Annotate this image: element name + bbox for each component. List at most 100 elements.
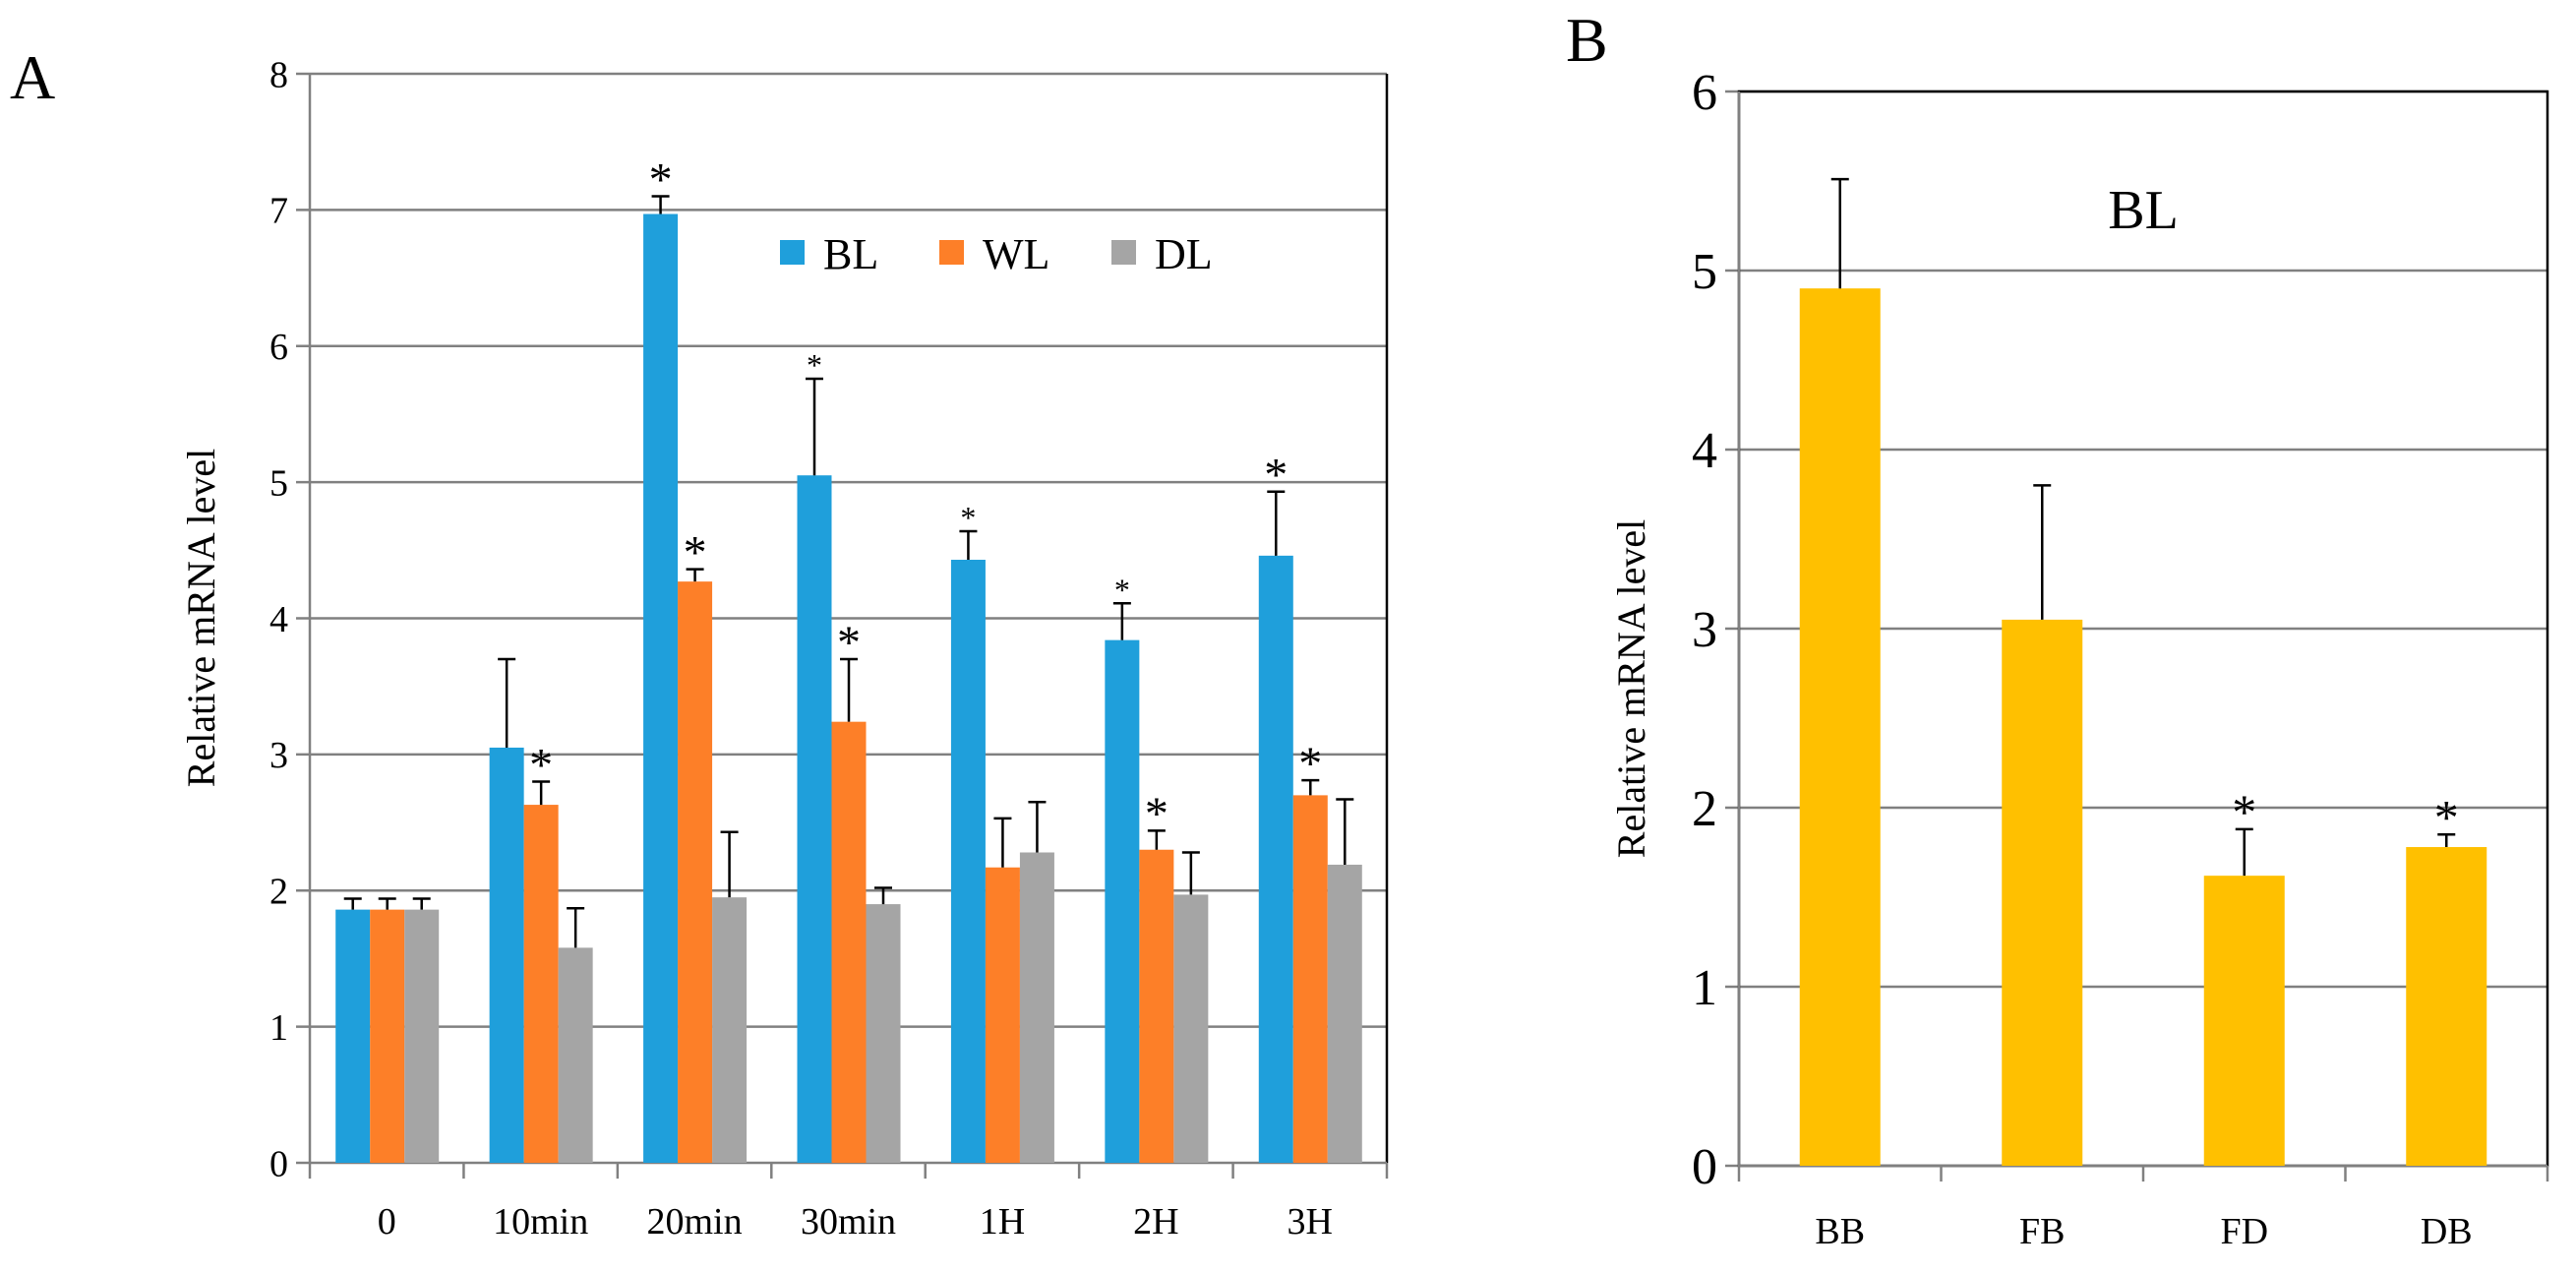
x-tick-label: 10min <box>493 1201 588 1243</box>
error-bar <box>1336 798 1354 865</box>
significance-star: * <box>684 526 707 578</box>
error-bar <box>2437 833 2456 848</box>
bar <box>404 909 440 1163</box>
error-bar <box>412 897 431 910</box>
error-bar <box>1267 490 1286 556</box>
significance-star: * <box>2434 789 2459 844</box>
legend-label: WL <box>983 230 1049 278</box>
y-axis-label: Relative mRNA level <box>1609 519 1653 858</box>
error-bar <box>1028 801 1047 853</box>
error-bar <box>2235 827 2253 877</box>
legend-swatch <box>780 240 805 265</box>
significance-star: * <box>960 500 976 535</box>
significance-star: * <box>1264 450 1288 502</box>
error-bar <box>993 817 1012 868</box>
bar <box>1139 849 1174 1163</box>
error-bar <box>840 657 858 722</box>
panel-b: B 0 1 2 3 4 5 6 BB FB FD DB * * Relative mRNA level BL <box>1566 5 2549 1252</box>
y-axis-label: Relative mRNA level <box>179 449 223 787</box>
error-bar <box>1112 602 1131 640</box>
y-tick-label: 2 <box>1692 781 1717 837</box>
bar <box>1292 795 1328 1163</box>
error-bar <box>498 657 516 748</box>
y-tick-label: 5 <box>1692 244 1717 300</box>
x-tick-label: FB <box>2019 1211 2065 1252</box>
legend-swatch <box>939 240 964 265</box>
significance-star: * <box>2232 784 2256 839</box>
bar <box>370 909 405 1163</box>
bar <box>1173 894 1209 1163</box>
error-bar <box>532 780 551 806</box>
x-tick-label: 1H <box>980 1201 1025 1243</box>
y-tick-label: 3 <box>1692 602 1717 658</box>
bar <box>831 721 867 1163</box>
y-tick-label: 7 <box>270 191 288 232</box>
bar <box>678 581 713 1163</box>
legend-label: DL <box>1155 230 1213 278</box>
significance-star: * <box>1298 738 1322 790</box>
bar <box>523 805 559 1163</box>
x-tick-label: FD <box>2220 1211 2268 1252</box>
bar <box>489 747 524 1163</box>
bar <box>1105 639 1140 1163</box>
error-bar <box>343 897 362 910</box>
bar <box>985 867 1020 1163</box>
error-bar <box>686 568 704 582</box>
x-tick-label: 20min <box>647 1201 743 1243</box>
significance-star: * <box>529 739 553 791</box>
error-bar <box>651 195 670 214</box>
x-tick-label: 0 <box>378 1201 396 1243</box>
y-tick-label: 0 <box>1692 1139 1717 1195</box>
y-tick-label: 6 <box>1692 65 1717 121</box>
bar <box>2002 619 2083 1166</box>
panel-b-label: B <box>1566 5 1608 75</box>
y-tick-label: 2 <box>270 872 288 913</box>
x-tick-label: BB <box>1815 1211 1865 1252</box>
bar <box>1327 864 1362 1163</box>
y-tick-label: 1 <box>270 1007 288 1049</box>
significance-star: * <box>1145 788 1168 840</box>
bar <box>2203 876 2285 1166</box>
bar <box>866 904 901 1163</box>
chart-title: BL <box>2108 180 2179 241</box>
error-bar <box>1147 829 1166 850</box>
bar <box>335 909 371 1163</box>
panel-a: A 0 1 2 3 4 5 6 7 8 0 10min 20min 30min 1H 2H 3H * * * * * * *… <box>10 42 1389 1243</box>
error-bar <box>874 886 892 905</box>
legend-swatch <box>1111 240 1136 265</box>
significance-star: * <box>649 153 673 206</box>
bar <box>950 559 986 1163</box>
x-tick-label: DB <box>2421 1211 2473 1252</box>
bar <box>1799 288 1881 1166</box>
significance-star: * <box>837 617 861 669</box>
error-bar <box>567 906 585 948</box>
error-bar <box>378 897 396 910</box>
error-bar <box>2033 484 2052 620</box>
error-bar <box>1830 177 1849 289</box>
bar <box>2406 847 2487 1166</box>
bar <box>712 897 748 1163</box>
error-bar <box>720 830 739 898</box>
bar <box>1019 852 1054 1163</box>
y-tick-label: 4 <box>270 599 288 640</box>
significance-star: * <box>807 347 822 383</box>
bar <box>797 475 832 1163</box>
error-bar <box>1181 851 1200 895</box>
y-tick-label: 3 <box>270 735 288 776</box>
y-tick-label: 1 <box>1692 960 1717 1016</box>
y-tick-label: 4 <box>1692 423 1717 479</box>
y-tick-label: 0 <box>270 1143 288 1184</box>
legend-label: BL <box>823 230 878 278</box>
error-bar <box>1301 778 1320 796</box>
y-tick-label: 5 <box>270 462 288 504</box>
panel-a-label: A <box>10 42 55 112</box>
x-tick-label: 30min <box>801 1201 896 1243</box>
y-tick-label: 6 <box>270 327 288 368</box>
significance-star: * <box>1114 572 1130 607</box>
x-tick-label: 2H <box>1133 1201 1178 1243</box>
bar <box>558 947 593 1163</box>
y-tick-label: 8 <box>270 54 288 95</box>
error-bar <box>959 529 978 560</box>
error-bar <box>806 377 823 476</box>
